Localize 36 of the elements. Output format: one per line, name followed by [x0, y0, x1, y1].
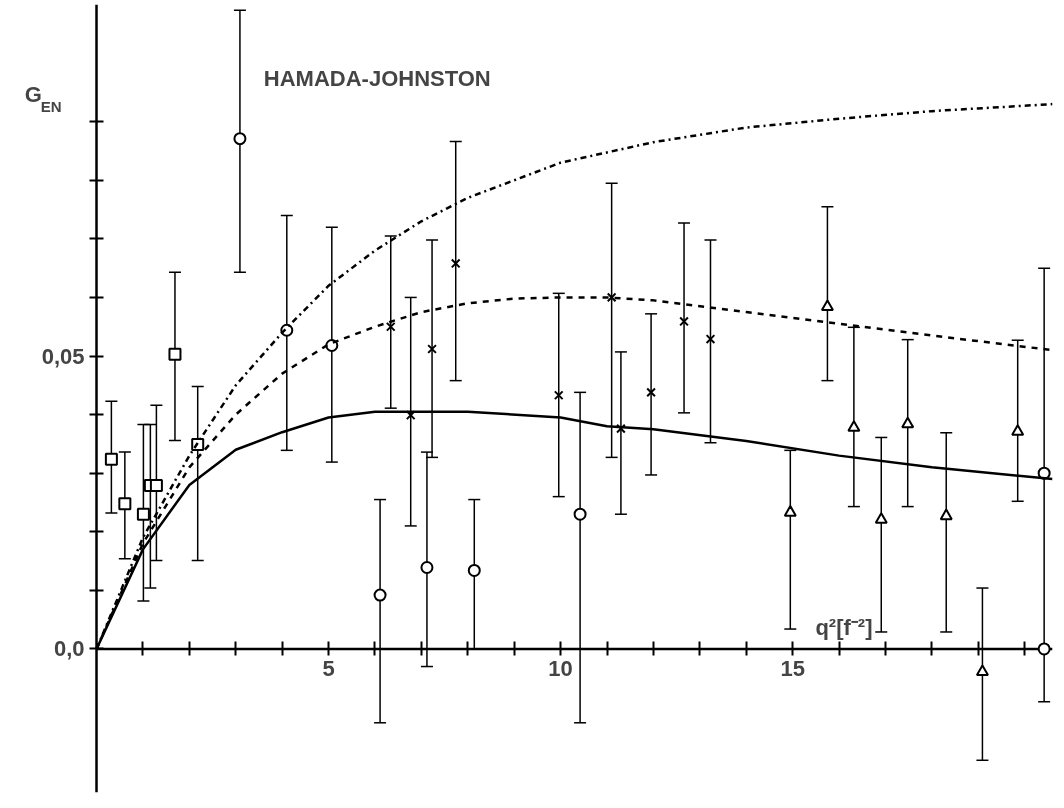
point [233, 132, 247, 146]
point [136, 507, 150, 521]
point [783, 505, 797, 517]
point [705, 334, 716, 344]
point [405, 410, 416, 421]
point [901, 416, 915, 429]
point [149, 479, 163, 492]
y-tick-label: 0,0 [53, 636, 85, 662]
x-axis-title: q²[f⁻²] [815, 615, 873, 641]
point [1037, 642, 1051, 656]
point [646, 387, 656, 398]
point [874, 512, 888, 524]
x-tick-label: 5 [322, 655, 335, 681]
point [679, 316, 689, 327]
point [420, 561, 434, 575]
point [553, 390, 564, 401]
point [373, 588, 387, 602]
point [1011, 424, 1025, 436]
point [385, 321, 396, 332]
point [450, 258, 461, 269]
x-tick-label: 15 [780, 655, 805, 681]
point [427, 344, 437, 354]
point [939, 508, 953, 521]
x-tick-label: 10 [548, 655, 573, 681]
point [606, 292, 617, 303]
point [118, 497, 132, 511]
point [847, 420, 861, 432]
point [104, 452, 118, 466]
point [573, 507, 587, 521]
point [467, 563, 481, 577]
y-tick-label: 0,05 [41, 343, 85, 369]
annotation: HAMADA-JOHNSTON [263, 66, 491, 92]
point [820, 299, 834, 311]
point [168, 347, 182, 361]
point [975, 664, 989, 676]
point [616, 423, 626, 434]
